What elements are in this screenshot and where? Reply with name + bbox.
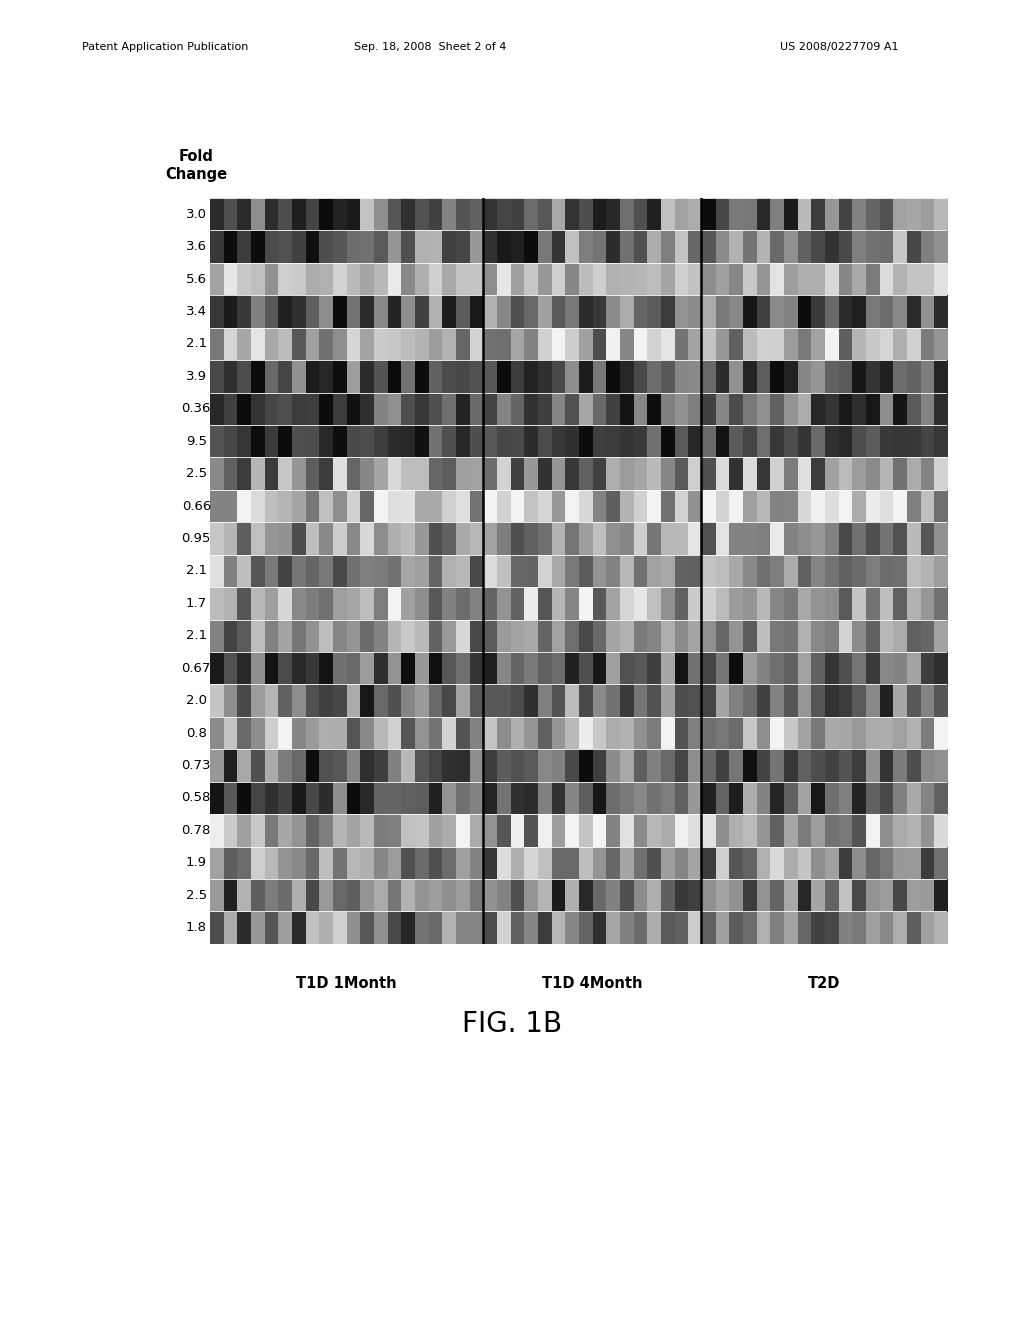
- Text: 9.5: 9.5: [185, 434, 207, 447]
- Text: 2.5: 2.5: [185, 888, 207, 902]
- Text: 3.6: 3.6: [185, 240, 207, 253]
- Text: 0.95: 0.95: [181, 532, 211, 545]
- Text: 1.7: 1.7: [185, 597, 207, 610]
- Text: 0.58: 0.58: [181, 792, 211, 804]
- Text: 2.1: 2.1: [185, 338, 207, 350]
- Text: Sep. 18, 2008  Sheet 2 of 4: Sep. 18, 2008 Sheet 2 of 4: [354, 42, 506, 53]
- Text: 2.0: 2.0: [185, 694, 207, 708]
- Text: 0.8: 0.8: [185, 726, 207, 739]
- Text: 0.36: 0.36: [181, 403, 211, 416]
- Text: 3.0: 3.0: [185, 207, 207, 220]
- Text: T1D 4Month: T1D 4Month: [542, 977, 642, 991]
- Text: US 2008/0227709 A1: US 2008/0227709 A1: [780, 42, 899, 53]
- Text: 2.1: 2.1: [185, 565, 207, 577]
- Text: T1D 1Month: T1D 1Month: [296, 977, 396, 991]
- Text: 2.5: 2.5: [185, 467, 207, 480]
- Text: 0.78: 0.78: [181, 824, 211, 837]
- Text: FIG. 1B: FIG. 1B: [462, 1010, 562, 1038]
- Text: T2D: T2D: [808, 977, 841, 991]
- Text: 2.1: 2.1: [185, 630, 207, 643]
- Text: 5.6: 5.6: [185, 272, 207, 285]
- Text: 1.8: 1.8: [185, 921, 207, 935]
- Text: 1.9: 1.9: [185, 857, 207, 870]
- Text: 3.4: 3.4: [185, 305, 207, 318]
- Text: 3.9: 3.9: [185, 370, 207, 383]
- Text: Patent Application Publication: Patent Application Publication: [82, 42, 248, 53]
- Text: 0.67: 0.67: [181, 661, 211, 675]
- Text: 0.73: 0.73: [181, 759, 211, 772]
- Text: 0.66: 0.66: [181, 499, 211, 512]
- Text: Fold
Change: Fold Change: [165, 149, 227, 182]
